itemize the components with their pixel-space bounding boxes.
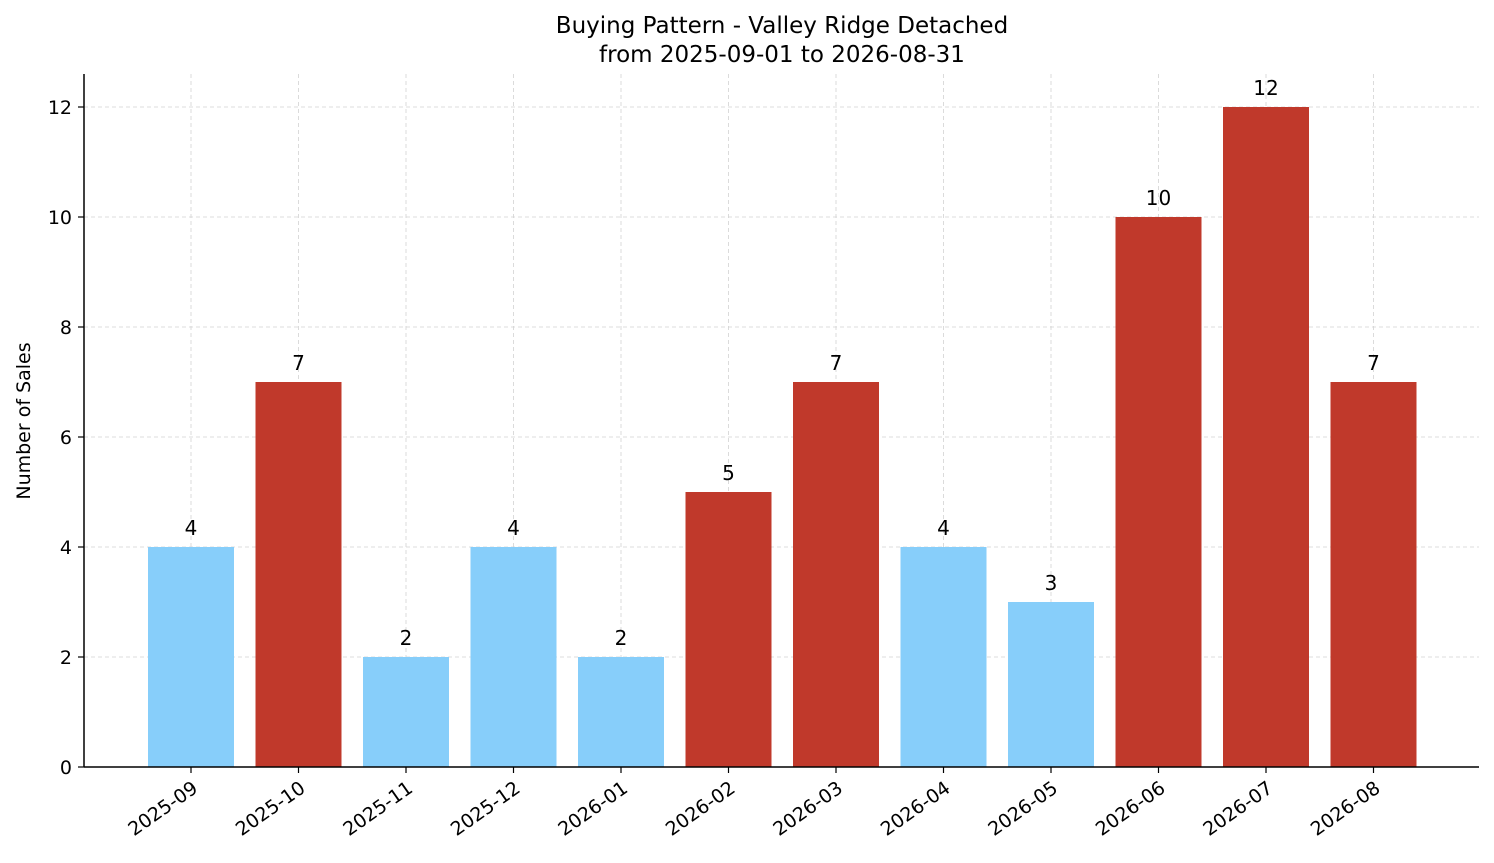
bar-2026-03 — [793, 382, 879, 767]
data-label: 7 — [1367, 351, 1380, 375]
y-tick-label: 10 — [48, 207, 72, 229]
x-tick-label: 2025-10 — [232, 777, 310, 841]
y-tick-label: 4 — [60, 537, 72, 559]
data-label: 12 — [1253, 76, 1278, 100]
bar-2026-01 — [578, 657, 664, 767]
x-tick-label: 2026-02 — [662, 777, 740, 841]
x-tick-label: 2025-11 — [339, 777, 417, 841]
y-tick-label: 6 — [60, 427, 72, 449]
x-tick-label: 2025-09 — [124, 777, 202, 841]
data-label: 3 — [1045, 571, 1058, 595]
x-tick-label: 2026-05 — [984, 777, 1062, 841]
bar-2026-07 — [1223, 107, 1309, 767]
chart-subtitle: from 2025-09-01 to 2026-08-31 — [599, 42, 965, 68]
data-label: 4 — [937, 516, 950, 540]
bar-2025-10 — [255, 382, 342, 767]
data-label: 7 — [830, 351, 843, 375]
bar-2026-05 — [1008, 602, 1094, 767]
x-tick-label: 2026-06 — [1092, 777, 1170, 841]
bar-2025-09 — [148, 547, 234, 767]
x-tick-label: 2026-08 — [1307, 777, 1385, 841]
y-axis-label: Number of Sales — [13, 342, 35, 499]
bar-2026-08 — [1330, 382, 1417, 767]
chart-title: Buying Pattern - Valley Ridge Detached — [556, 13, 1008, 39]
y-tick-label: 12 — [48, 97, 72, 119]
x-tick-label: 2025-12 — [447, 777, 525, 841]
bar-2025-11 — [363, 657, 449, 767]
x-axis-ticks: 2025-09 2025-10 2025-11 2025-12 2026-01 2026-… — [124, 767, 1384, 841]
x-tick-label: 2026-01 — [554, 777, 632, 841]
data-label: 10 — [1146, 186, 1171, 210]
axes — [83, 74, 1479, 768]
data-label: 5 — [722, 461, 735, 485]
x-tick-label: 2026-04 — [877, 777, 955, 841]
data-label: 4 — [185, 516, 198, 540]
y-tick-label: 0 — [60, 757, 72, 779]
y-tick-label: 8 — [60, 317, 72, 339]
data-label: 2 — [400, 626, 413, 650]
data-label: 2 — [615, 626, 628, 650]
bar-2026-06 — [1115, 217, 1202, 767]
data-labels: 4 7 2 4 2 5 7 4 3 10 12 7 — [185, 76, 1380, 650]
bar-2025-12 — [470, 547, 557, 767]
y-axis-ticks: 0 2 4 6 8 10 12 — [48, 97, 84, 779]
bar-2026-04 — [900, 547, 987, 767]
bars — [148, 107, 1417, 767]
data-label: 4 — [507, 516, 520, 540]
x-tick-label: 2026-07 — [1199, 777, 1277, 841]
bar-2026-02 — [685, 492, 772, 767]
x-tick-label: 2026-03 — [769, 777, 847, 841]
data-label: 7 — [292, 351, 305, 375]
y-tick-label: 2 — [60, 647, 72, 669]
